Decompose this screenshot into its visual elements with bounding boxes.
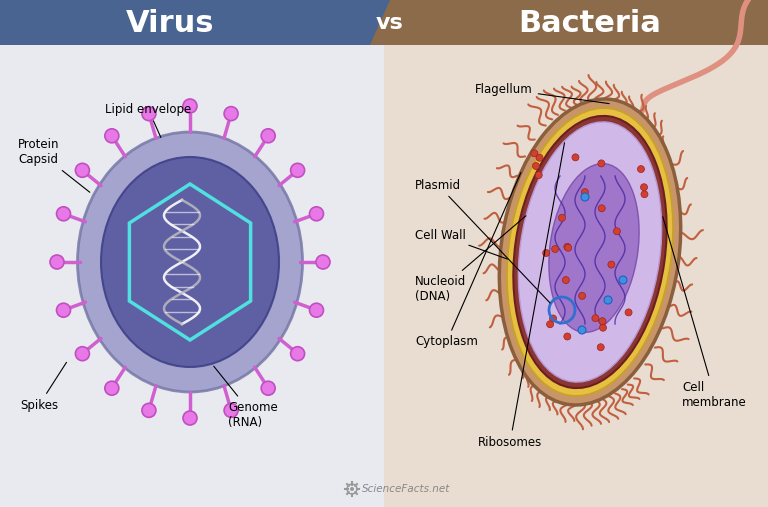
Text: Spikes: Spikes bbox=[20, 363, 67, 412]
FancyBboxPatch shape bbox=[384, 45, 768, 507]
Circle shape bbox=[550, 315, 557, 322]
Circle shape bbox=[598, 160, 605, 167]
Polygon shape bbox=[370, 0, 768, 45]
Circle shape bbox=[104, 129, 119, 143]
Circle shape bbox=[572, 154, 579, 161]
Text: ScienceFacts.net: ScienceFacts.net bbox=[362, 484, 450, 494]
Text: Lipid envelope: Lipid envelope bbox=[105, 102, 191, 137]
Text: Genome
(RNA): Genome (RNA) bbox=[214, 366, 278, 429]
Circle shape bbox=[578, 326, 586, 334]
Circle shape bbox=[532, 163, 539, 169]
Circle shape bbox=[224, 404, 238, 417]
Circle shape bbox=[57, 303, 71, 317]
FancyBboxPatch shape bbox=[0, 0, 768, 45]
Text: Protein
Capsid: Protein Capsid bbox=[18, 138, 90, 192]
Text: Flagellum: Flagellum bbox=[475, 83, 609, 103]
Ellipse shape bbox=[78, 132, 303, 392]
Text: Ribosomes: Ribosomes bbox=[478, 143, 564, 449]
Circle shape bbox=[104, 381, 119, 395]
Circle shape bbox=[310, 207, 323, 221]
Circle shape bbox=[310, 303, 323, 317]
Circle shape bbox=[619, 276, 627, 284]
Circle shape bbox=[261, 381, 275, 395]
Circle shape bbox=[604, 296, 612, 304]
Circle shape bbox=[142, 404, 156, 417]
Circle shape bbox=[142, 106, 156, 121]
Ellipse shape bbox=[507, 108, 674, 396]
Ellipse shape bbox=[499, 99, 680, 405]
Circle shape bbox=[564, 333, 571, 340]
Circle shape bbox=[57, 207, 71, 221]
Text: Cell Wall: Cell Wall bbox=[415, 229, 508, 259]
Ellipse shape bbox=[549, 164, 639, 333]
Circle shape bbox=[543, 249, 550, 257]
Circle shape bbox=[183, 411, 197, 425]
Circle shape bbox=[578, 293, 586, 299]
Circle shape bbox=[581, 193, 589, 201]
Text: Bacteria: Bacteria bbox=[518, 9, 661, 38]
Circle shape bbox=[600, 324, 607, 331]
Text: Cytoplasm: Cytoplasm bbox=[415, 172, 521, 348]
Text: Plasmid: Plasmid bbox=[415, 178, 550, 303]
Circle shape bbox=[625, 309, 632, 316]
Circle shape bbox=[564, 243, 571, 250]
Circle shape bbox=[316, 255, 330, 269]
Circle shape bbox=[224, 106, 238, 121]
Circle shape bbox=[558, 214, 565, 222]
Circle shape bbox=[547, 321, 554, 328]
Circle shape bbox=[75, 347, 89, 360]
Circle shape bbox=[641, 184, 647, 191]
Circle shape bbox=[551, 245, 558, 252]
Circle shape bbox=[607, 261, 615, 268]
Circle shape bbox=[75, 163, 89, 177]
Circle shape bbox=[290, 347, 305, 360]
Circle shape bbox=[641, 191, 648, 198]
Ellipse shape bbox=[518, 122, 662, 382]
Circle shape bbox=[536, 154, 543, 161]
FancyBboxPatch shape bbox=[0, 45, 384, 507]
Circle shape bbox=[261, 129, 275, 143]
Circle shape bbox=[637, 166, 644, 172]
Circle shape bbox=[562, 276, 569, 283]
Circle shape bbox=[350, 487, 354, 491]
Circle shape bbox=[183, 99, 197, 113]
Circle shape bbox=[599, 318, 606, 324]
Circle shape bbox=[564, 244, 571, 251]
Circle shape bbox=[598, 344, 604, 351]
Ellipse shape bbox=[513, 116, 667, 388]
Circle shape bbox=[531, 150, 538, 157]
Circle shape bbox=[592, 315, 599, 321]
Text: Nucleoid
(DNA): Nucleoid (DNA) bbox=[415, 216, 526, 303]
Ellipse shape bbox=[101, 157, 279, 367]
Circle shape bbox=[535, 171, 542, 178]
Circle shape bbox=[614, 228, 621, 235]
Text: vs: vs bbox=[376, 13, 404, 33]
Text: Virus: Virus bbox=[126, 9, 214, 38]
Circle shape bbox=[50, 255, 64, 269]
Circle shape bbox=[598, 205, 605, 212]
Circle shape bbox=[581, 189, 588, 196]
Text: Cell
membrane: Cell membrane bbox=[663, 216, 746, 409]
Circle shape bbox=[290, 163, 305, 177]
